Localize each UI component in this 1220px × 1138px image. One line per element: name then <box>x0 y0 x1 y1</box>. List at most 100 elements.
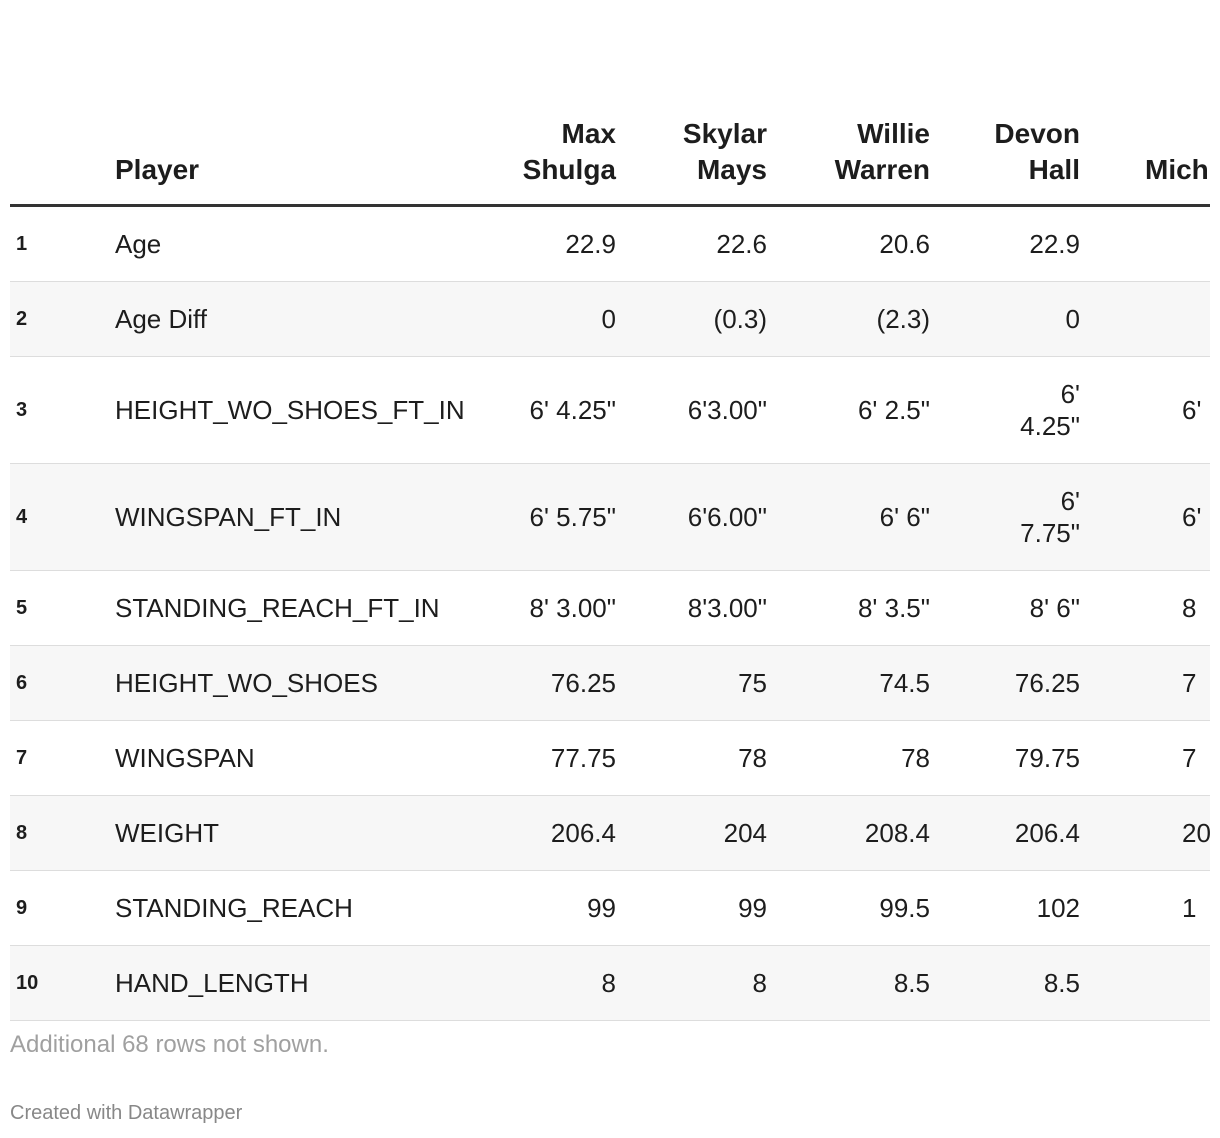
cell-text: 99 <box>738 893 767 923</box>
cell-text: 20 <box>1182 818 1210 848</box>
header-cell: Willie Warren <box>781 108 944 207</box>
value-cell: 78 <box>781 720 944 796</box>
value-cell: 6'6.00" <box>630 463 781 571</box>
value-cell: 6' 5.75" <box>470 463 630 571</box>
value-cell: 6'3.00" <box>630 356 781 464</box>
value-cell: (2.3) <box>781 281 944 357</box>
cell-text: STANDING_REACH_FT_IN <box>115 593 440 623</box>
cell-text: 6' 7.75" <box>1020 486 1080 548</box>
cell-text: Age Diff <box>115 304 208 334</box>
cell-text: 6'6.00" <box>687 502 767 532</box>
cell-text: 7 <box>1182 743 1197 773</box>
value-cell: 8' 3.00" <box>470 570 630 646</box>
row-index: 9 <box>10 870 100 946</box>
cell-text: 206.4 <box>1014 818 1080 848</box>
cell-text: 8.5 <box>1043 968 1080 998</box>
row-label: STANDING_REACH_FT_IN <box>100 570 470 646</box>
header-cell: Player <box>100 108 470 207</box>
cell-text: (2.3) <box>876 304 930 334</box>
row-index: 8 <box>10 795 100 871</box>
cell-text: HEIGHT_WO_SHOES_FT_IN <box>115 395 465 425</box>
cell-text: 9 <box>16 897 28 919</box>
cell-text: 20.6 <box>879 229 930 259</box>
row-label: Age Diff <box>100 281 470 357</box>
value-cell: 6' 4.25" <box>944 356 1094 464</box>
row-label: HEIGHT_WO_SHOES_FT_IN <box>100 356 470 464</box>
header-cell: Max Shulga <box>470 108 630 207</box>
table-row: 8 WEIGHT 206.4 204 208.4 206.4 20 <box>10 795 1210 871</box>
header-text: Max Shulga <box>522 118 616 185</box>
row-index: 1 <box>10 205 100 282</box>
value-cell: 8'3.00" <box>630 570 781 646</box>
cell-text: 8 <box>16 822 28 844</box>
cell-text: 8' 3.5" <box>857 593 930 623</box>
value-cell: 8 <box>1094 570 1210 646</box>
cell-text: 22.9 <box>1029 229 1080 259</box>
value-cell: 102 <box>944 870 1094 946</box>
row-label: HAND_LENGTH <box>100 945 470 1021</box>
cell-text: WEIGHT <box>115 818 219 848</box>
value-cell: 6' 6" <box>781 463 944 571</box>
cell-text: 8' 3.00" <box>529 593 616 623</box>
cell-text: (0.3) <box>713 304 767 334</box>
cell-text: 208.4 <box>864 818 930 848</box>
value-cell: 78 <box>630 720 781 796</box>
cell-text: 102 <box>1036 893 1080 923</box>
cell-text: 1 <box>1182 893 1197 923</box>
value-cell: 1 <box>1094 870 1210 946</box>
table-row: 7 WINGSPAN 77.75 78 78 79.75 7 <box>10 720 1210 796</box>
table-row: 9 STANDING_REACH 99 99 99.5 102 1 <box>10 870 1210 946</box>
header-cell: Mich Gbi <box>1094 108 1210 207</box>
table-row: 2 Age Diff 0 (0.3) (2.3) 0 <box>10 281 1210 357</box>
value-cell <box>1094 945 1210 1021</box>
value-cell: 7 <box>1094 645 1210 721</box>
row-index: 4 <box>10 463 100 571</box>
value-cell: 6' 2.5" <box>781 356 944 464</box>
header-cell <box>10 108 100 207</box>
value-cell: 79.75 <box>944 720 1094 796</box>
value-cell: 8' 6" <box>944 570 1094 646</box>
value-cell: 208.4 <box>781 795 944 871</box>
row-label: WEIGHT <box>100 795 470 871</box>
table-row: 5 STANDING_REACH_FT_IN 8' 3.00" 8'3.00" 8' 3… <box>10 570 1210 646</box>
header-text: Willie Warren <box>834 118 930 185</box>
table-row: 6 HEIGHT_WO_SHOES 76.25 75 74.5 76.25 7 <box>10 645 1210 721</box>
row-label: HEIGHT_WO_SHOES <box>100 645 470 721</box>
value-cell: 99 <box>470 870 630 946</box>
row-index: 7 <box>10 720 100 796</box>
cell-text: 8 <box>601 968 616 998</box>
cell-text: 8'3.00" <box>687 593 767 623</box>
cell-text: 8.5 <box>893 968 930 998</box>
cell-text: 3 <box>16 399 28 421</box>
value-cell: 0 <box>944 281 1094 357</box>
value-cell <box>1094 205 1210 282</box>
row-label: WINGSPAN_FT_IN <box>100 463 470 571</box>
value-cell: 8 <box>470 945 630 1021</box>
value-cell: 6' 7.75" <box>944 463 1094 571</box>
cell-text: 22.9 <box>565 229 616 259</box>
value-cell: 22.9 <box>944 205 1094 282</box>
table-row: 4 WINGSPAN_FT_IN 6' 5.75" 6'6.00" 6' 6" 6' 7.… <box>10 463 1210 571</box>
cell-text: 206.4 <box>550 818 616 848</box>
cell-text: 8 <box>1182 593 1197 623</box>
value-cell: 6' 4.25" <box>470 356 630 464</box>
cell-text: 6'3.00" <box>687 395 767 425</box>
cell-text: WINGSPAN <box>115 743 255 773</box>
value-cell: 8 <box>630 945 781 1021</box>
table-row: 3 HEIGHT_WO_SHOES_FT_IN 6' 4.25" 6'3.00" 6' … <box>10 356 1210 464</box>
cell-text: Age <box>115 229 162 259</box>
row-index: 2 <box>10 281 100 357</box>
cell-text: 6' <box>1182 502 1202 532</box>
cell-text: 6' 4.25" <box>1020 379 1080 441</box>
table-container: Player Max Shulga Skylar Mays Willie Warren… <box>10 108 1210 1021</box>
value-cell: 8.5 <box>944 945 1094 1021</box>
cell-text: 6' 6" <box>879 502 930 532</box>
header-text: Skylar Mays <box>682 118 767 185</box>
value-cell: 8' 3.5" <box>781 570 944 646</box>
cell-text: 76.25 <box>1014 668 1080 698</box>
value-cell: 6' <box>1094 356 1210 464</box>
value-cell: 206.4 <box>944 795 1094 871</box>
value-cell: 206.4 <box>470 795 630 871</box>
value-cell: 77.75 <box>470 720 630 796</box>
